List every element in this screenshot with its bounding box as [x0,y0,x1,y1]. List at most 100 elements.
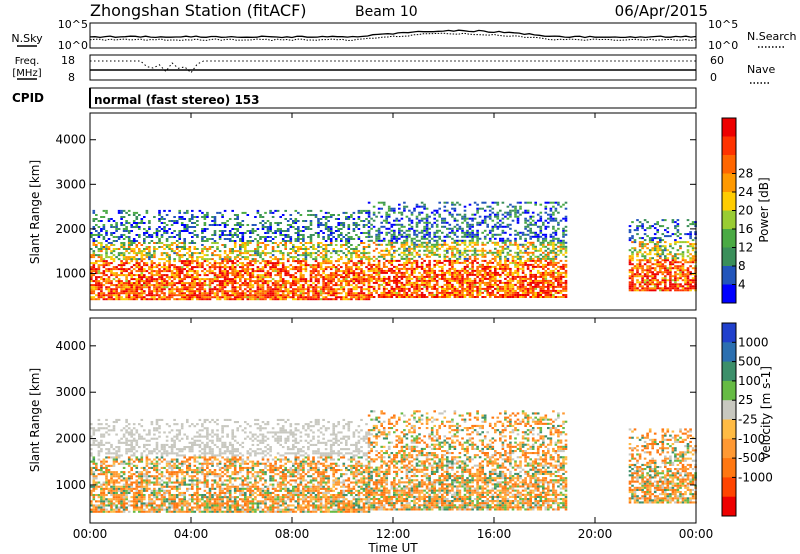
data-cell [314,274,318,277]
data-cell [636,253,639,256]
data-cell [400,217,404,220]
data-cell [332,292,335,295]
data-cell [314,214,318,216]
data-cell [456,201,459,204]
data-cell [319,294,323,297]
data-cell [309,220,313,222]
data-cell [552,275,555,278]
data-cell [549,294,553,296]
data-cell [188,298,192,301]
data-cell [175,234,179,236]
data-cell [435,225,439,228]
data-cell [201,238,204,240]
data-cell [337,268,340,271]
data-cell [231,286,234,289]
data-cell [208,298,212,301]
data-cell [631,269,634,272]
data-cell [524,237,527,240]
data-cell [327,290,330,293]
data-cell [309,240,313,242]
data-cell [289,284,293,287]
data-cell [299,284,303,287]
data-cell [433,213,436,216]
data-cell [347,232,351,234]
data-cell [231,270,234,273]
data-cell [562,289,565,292]
data-cell [256,242,260,244]
data-cell [501,239,505,242]
data-cell [393,219,396,222]
data-cell [539,249,543,252]
data-cell [340,244,343,246]
data-cell [360,220,363,222]
data-cell [228,230,232,232]
data-cell [435,281,439,284]
data-cell [281,230,285,232]
data-cell [531,253,535,256]
data-cell [451,259,454,262]
data-cell [239,288,242,291]
data-cell [564,233,568,236]
data-cell [183,274,186,277]
data-cell [178,218,181,220]
data-cell [261,236,265,238]
data-cell [425,237,429,240]
data-cell [481,269,484,272]
data-cell [264,238,267,240]
data-cell [145,294,149,297]
data-cell [468,217,472,220]
data-cell [309,284,313,287]
data-cell [309,209,313,212]
data-cell [92,220,96,222]
data-cell [385,259,388,262]
data-cell [542,223,545,226]
data-cell [410,227,414,230]
data-cell [168,288,171,291]
data-cell [494,241,497,244]
data-cell [95,286,98,289]
data-cell [403,275,406,278]
data-cell [292,284,295,287]
data-cell [458,243,462,246]
data-cell [302,278,305,281]
data-cell [473,241,477,244]
data-cell [223,264,227,267]
data-cell [218,276,222,279]
data-cell [511,289,515,292]
data-cell [155,230,159,232]
data-cell [264,298,267,301]
data-cell [292,246,295,248]
data-cell [355,274,358,277]
data-cell [471,259,474,262]
data-cell [398,267,401,270]
data-cell [317,292,320,295]
data-cell [638,241,642,244]
data-cell [312,270,315,273]
data-cell [390,207,394,210]
data-cell [193,278,197,281]
data-cell [130,290,133,293]
data-cell [150,268,154,271]
data-cell [148,298,151,301]
data-cell [196,234,199,236]
data-cell [352,228,356,230]
data-cell [435,261,439,264]
data-cell [347,238,351,240]
data-cell [377,261,381,264]
data-cell [456,223,459,226]
data-cell [206,248,209,250]
data-cell [549,285,553,288]
data-cell [117,258,121,261]
data-cell [208,292,212,295]
data-cell [461,215,464,218]
data-cell [100,282,103,285]
data-cell [355,248,358,250]
data-cell [499,294,502,296]
data-cell [347,224,351,226]
data-cell [105,248,108,250]
data-cell [120,244,123,246]
data-cell [112,292,116,295]
data-cell [165,282,169,285]
data-cell [516,221,520,224]
data-cell [347,284,351,287]
